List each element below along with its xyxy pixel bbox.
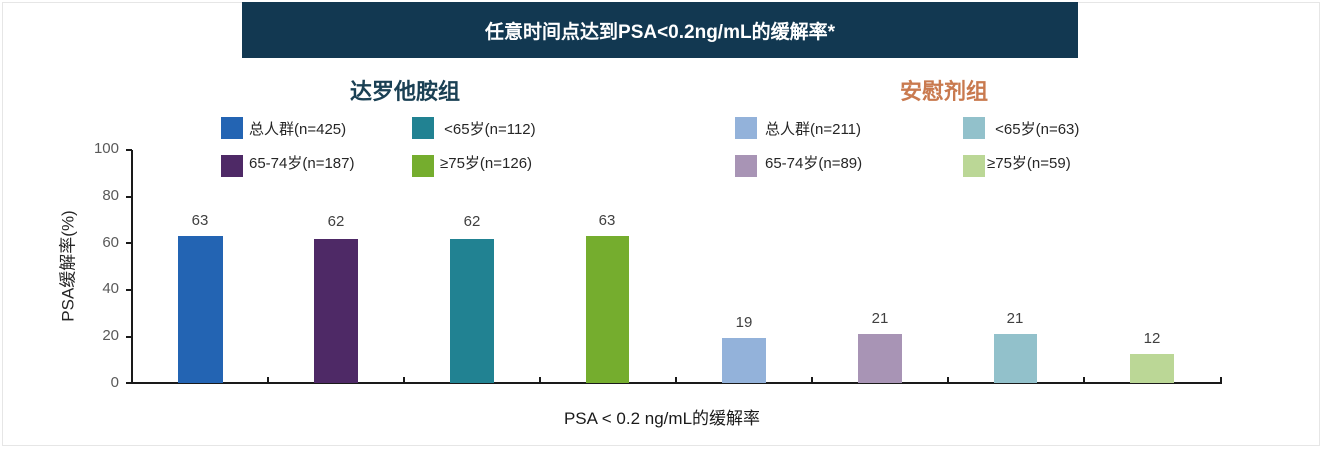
x-tick [403,377,405,383]
bar-value-label: 63 [598,212,616,229]
legend-label: ≥75岁(n=59) [987,154,1071,172]
y-tick-label: 40 [102,280,119,297]
bar-value-label: 21 [1006,310,1024,327]
legend-swatch [221,117,243,139]
x-tick [267,377,269,383]
y-tick [126,289,132,291]
bar-treatment-under65 [450,239,494,383]
y-tick-label: 0 [110,374,119,391]
legend-swatch [735,117,757,139]
x-tick [1220,377,1222,383]
legend-item-treatment-under65: <65岁(n=112) [412,117,536,139]
y-tick-label: 80 [102,187,119,204]
legend-swatch [412,117,434,139]
y-tick [126,382,132,384]
x-axis-title: PSA < 0.2 ng/mL的缓解率 [563,409,761,428]
placebo-group-title: 安慰剂组 [900,79,989,104]
y-tick [126,196,132,198]
legend-item-treatment-65-74: 65-74岁(n=187) [221,147,354,177]
bar-value-label: 12 [1143,330,1161,347]
legend-item-treatment-total: 总人群(n=425) [221,117,346,139]
bar-value-label: 63 [191,212,209,229]
bar-value-label: 19 [735,314,753,331]
x-tick [539,377,541,383]
legend-item-placebo-75plus: ≥75岁(n=59) [963,147,1071,177]
y-tick-label: 60 [102,234,119,251]
bar-value-label: 62 [327,213,345,230]
x-tick [675,377,677,383]
x-tick [1083,377,1085,383]
bar-treatment-total [178,236,223,383]
bar-value-label: 21 [871,310,889,327]
y-axis-title: PSA缓解率(%) [58,210,78,322]
chart-title-banner: 任意时间点达到PSA<0.2ng/mL的缓解率* [242,2,1078,58]
legend-item-placebo-under65: <65岁(n=63) [963,117,1079,139]
bar-treatment-75plus [586,236,629,383]
chart-title: 任意时间点达到PSA<0.2ng/mL的缓解率* [485,21,835,43]
legend-swatch [963,155,985,177]
y-tick-label: 20 [102,327,119,344]
bar-placebo-65-74 [858,334,902,383]
legend-label: 65-74岁(n=89) [765,154,863,172]
y-tick-label: 100 [93,140,119,157]
legend-item-placebo-total: 总人群(n=211) [735,117,861,139]
legend-label: 总人群(n=211) [765,120,862,138]
x-tick [811,377,813,383]
y-axis-line [131,150,133,383]
bar-placebo-under65 [994,334,1037,383]
legend-item-treatment-75plus: ≥75岁(n=126) [412,147,532,177]
legend-label: <65岁(n=112) [440,120,536,138]
y-tick [126,336,132,338]
legend-label: 65-74岁(n=187) [249,154,355,172]
x-axis-line [131,382,1222,384]
x-tick [947,377,949,383]
y-tick [126,149,132,151]
bar-placebo-75plus [1130,354,1174,383]
legend-label: ≥75岁(n=126) [440,154,533,172]
treatment-group-title: 达罗他胺组 [350,79,461,104]
legend-label: 总人群(n=425) [249,120,347,138]
legend-swatch [963,117,985,139]
bar-treatment-65-74 [314,239,358,383]
legend-swatch [735,155,757,177]
legend-label: <65岁(n=63) [991,120,1080,138]
y-tick [126,242,132,244]
legend-item-placebo-65-74: 65-74岁(n=89) [735,147,862,177]
bar-value-label: 62 [463,213,481,230]
legend-swatch [221,155,243,177]
legend-swatch [412,155,434,177]
bar-placebo-total [722,338,766,383]
